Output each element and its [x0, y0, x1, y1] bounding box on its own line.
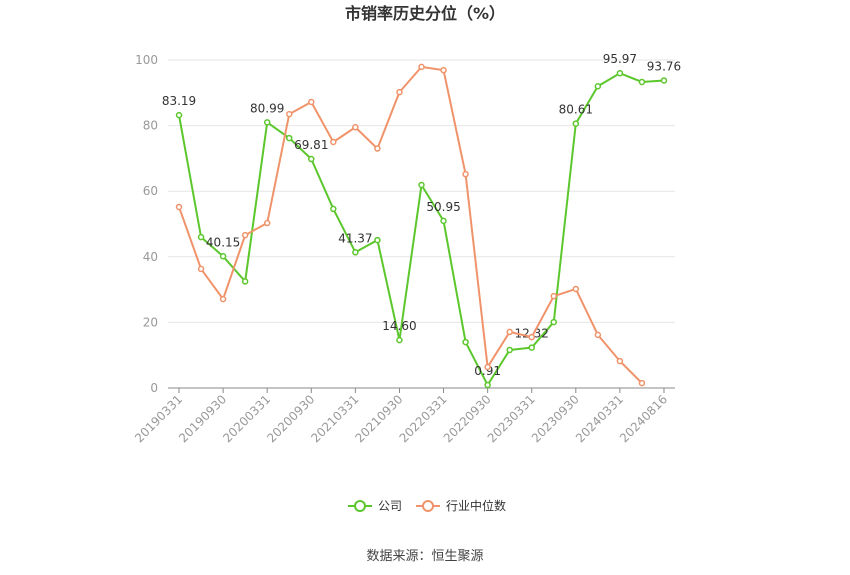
point: [594, 82, 602, 90]
data-label: 50.95: [426, 200, 460, 214]
y-tick-label: 40: [143, 250, 158, 264]
point: [462, 170, 469, 178]
point: [308, 155, 315, 163]
point: [241, 231, 249, 239]
point: [528, 344, 535, 351]
point: [506, 328, 513, 336]
point: [352, 123, 359, 131]
y-tick-label: 60: [143, 184, 158, 198]
y-tick-label: 0: [150, 381, 158, 395]
legend-label: 行业中位数: [446, 498, 506, 513]
y-tick-label: 20: [143, 315, 158, 329]
point: [638, 379, 646, 387]
point: [330, 138, 337, 146]
point: [418, 63, 425, 71]
data-label: 93.76: [647, 59, 681, 73]
point: [572, 120, 580, 127]
data-label: 12.32: [515, 327, 549, 341]
series-line: [178, 65, 643, 384]
point: [263, 119, 271, 126]
legend-label: 公司: [378, 499, 402, 513]
point: [484, 381, 491, 389]
point: [418, 181, 425, 189]
point: [616, 69, 624, 77]
point: [506, 346, 513, 354]
y-tick-label: 80: [143, 119, 158, 133]
point: [374, 145, 381, 152]
point: [197, 265, 205, 273]
series-line: [178, 72, 665, 388]
legend-marker: [354, 500, 366, 512]
chart-title: 市销率历史分位（%）: [345, 4, 505, 23]
data-label: 0.91: [474, 364, 501, 378]
point: [175, 203, 183, 211]
data-label: 95.97: [603, 52, 637, 66]
point: [550, 318, 558, 326]
point: [285, 110, 293, 118]
data-label: 80.99: [250, 101, 284, 115]
data-label: 69.81: [294, 138, 328, 152]
data-label: 14.60: [382, 319, 416, 333]
point: [528, 333, 535, 341]
point: [616, 357, 624, 365]
point: [440, 66, 447, 74]
point: [440, 217, 447, 225]
legend-marker: [422, 500, 435, 512]
point: [396, 88, 403, 96]
point: [550, 292, 558, 300]
point: [352, 249, 359, 256]
point: [219, 295, 227, 303]
data-label: 40.15: [206, 235, 240, 249]
point: [263, 219, 271, 227]
point: [330, 205, 337, 213]
point: [462, 338, 469, 346]
point: [285, 134, 293, 142]
y-tick-label: 100: [135, 53, 158, 67]
point: [638, 78, 646, 86]
source: 数据来源：恒生聚源: [366, 549, 483, 564]
point: [396, 336, 403, 344]
x-tick-label: 20240816: [617, 392, 670, 445]
point: [374, 236, 381, 244]
point: [660, 77, 668, 84]
point: [219, 253, 227, 260]
point: [308, 98, 315, 106]
point: [594, 331, 602, 339]
point: [241, 278, 249, 285]
data-label: 41.37: [338, 231, 372, 245]
data-label: 83.19: [162, 94, 196, 108]
point: [175, 111, 183, 119]
point: [197, 233, 205, 241]
point: [572, 285, 580, 293]
point: [484, 363, 491, 371]
data-label: 80.61: [559, 103, 593, 117]
